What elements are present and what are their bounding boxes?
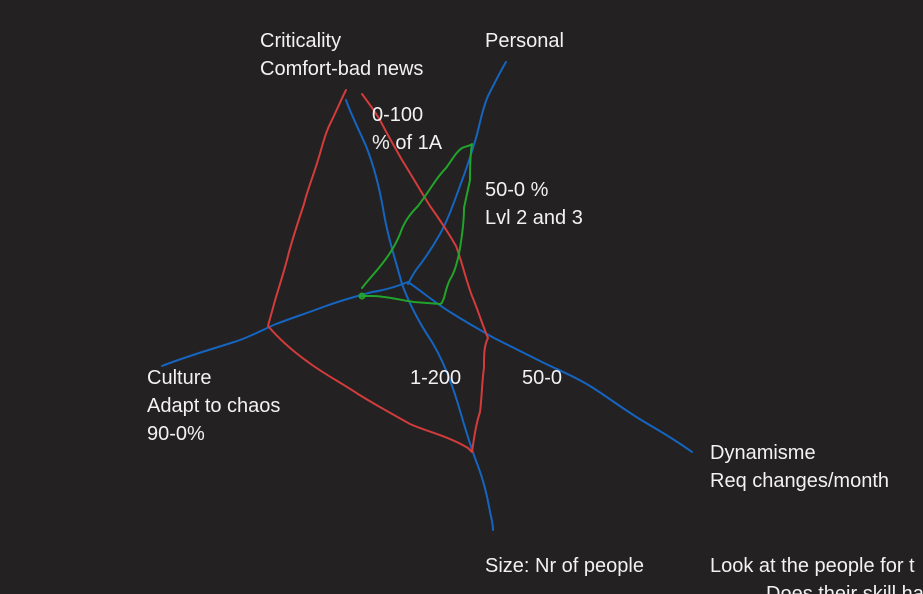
size-range: 1-200 [410,367,462,389]
size-label: Size: Nr of people [485,552,644,580]
dynamisme-subtitle: Req changes/month [710,470,890,492]
note-line-1: Look at the people for t [710,555,915,577]
dynamisme-label: Dynamisme Req changes/month [710,439,889,495]
criticality-unit: % of 1A [372,132,443,154]
culture-label: Culture Adapt to chaos 90-0% [147,364,280,448]
notes-block: Look at the people for t Does their skil… [710,552,923,594]
profile-red [267,89,489,453]
personal-range-label: 50-0 % Lvl 2 and 3 [485,176,583,232]
criticality-subtitle: Comfort-bad news [260,58,424,80]
criticality-range: 0-100 [372,104,424,126]
personal-title: Personal [485,30,564,52]
personal-unit: Lvl 2 and 3 [485,207,583,229]
size-range-label: 1-200 [410,364,461,392]
note-line-2: Does their skill ha [766,583,923,594]
criticality-label: Criticality Comfort-bad news [260,27,423,83]
personal-label: Personal [485,27,564,55]
dynamisme-range-label: 50-0 [522,364,562,392]
culture-title: Culture [147,367,212,389]
dynamisme-range: 50-0 [522,367,563,389]
criticality-title: Criticality [260,30,342,52]
culture-subtitle: Adapt to chaos [147,395,281,417]
size-title: Size: Nr of people [485,555,644,577]
personal-range: 50-0 % [485,179,549,201]
profile-green [359,143,473,305]
green-anchor-dot [358,292,366,300]
dynamisme-title: Dynamisme [710,442,816,464]
criticality-range-label: 0-100 % of 1A [372,101,442,157]
axis-personal [407,61,507,285]
culture-range: 90-0% [147,423,205,445]
axis-criticality-size [345,99,494,531]
